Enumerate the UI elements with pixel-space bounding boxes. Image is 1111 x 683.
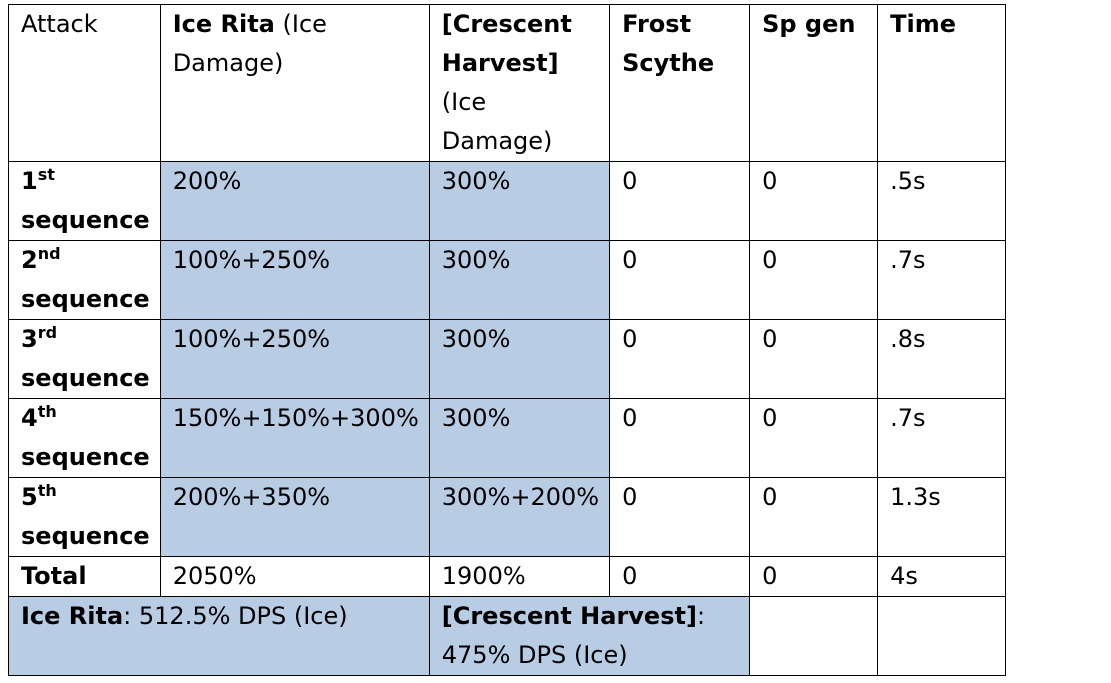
ordinal-suffix: rd [37,323,58,342]
total-label-text: Total [21,562,87,590]
crescent-dps-name: [Crescent Harvest] [441,602,697,630]
table-row: 5th sequence 200%+350% 300%+200% 0 0 1.3s [8,477,1007,557]
sp-gen-cell: 0 [749,398,879,478]
header-sp-gen: Sp gen [749,4,879,162]
sp-gen-cell: 0 [749,477,879,557]
total-ice-rita: 2050% [159,556,430,597]
row-attack-label: 3rd sequence [8,319,161,399]
crescent-cell: 300%+200% [428,477,611,557]
frost-scythe-cell: 0 [609,319,751,399]
frost-scythe-cell: 0 [609,240,751,320]
ordinal-suffix: th [37,402,57,421]
frost-scythe-cell: 0 [609,477,751,557]
dps-summary-row: Ice Rita: 512.5% DPS (Ice) [Crescent Har… [8,596,1007,676]
header-crescent-name: [Crescent Harvest] [441,10,572,77]
attack-sequence-table: Attack Ice Rita (Ice Damage) [Crescent H… [8,4,1007,676]
header-frost-scythe: Frost Scythe [609,4,751,162]
row-attack-label: 5th sequence [8,477,161,557]
time-cell: .7s [877,398,1007,478]
ordinal-suffix: nd [37,244,61,263]
sequence-word: sequence [21,364,150,392]
empty-cell [749,596,879,676]
sequence-number: 1 [21,167,38,195]
ordinal-suffix: th [37,481,57,500]
ice-rita-cell: 200%+350% [159,477,430,557]
total-frost-scythe: 0 [609,556,751,597]
header-ice-rita-name: Ice Rita [172,10,275,38]
table-row: 4th sequence 150%+150%+300% 300% 0 0 .7s [8,398,1007,478]
row-attack-label: 2nd sequence [8,240,161,320]
row-attack-label: 4th sequence [8,398,161,478]
sequence-word: sequence [21,522,150,550]
sequence-word: sequence [21,206,150,234]
row-attack-label: 1st sequence [8,161,161,241]
ice-rita-dps-value: : 512.5% DPS (Ice) [123,602,348,630]
crescent-dps-value: 475% DPS (Ice) [441,641,628,669]
header-time: Time [877,4,1007,162]
ice-rita-cell: 200% [159,161,430,241]
time-cell: .8s [877,319,1007,399]
crescent-cell: 300% [428,398,611,478]
header-ice-rita-type: (Ice Damage) [172,10,327,77]
frost-scythe-cell: 0 [609,398,751,478]
crescent-dps-colon: : [696,602,706,630]
time-cell: 1.3s [877,477,1007,557]
header-crescent-harvest: [Crescent Harvest] (Ice Damage) [428,4,611,162]
total-label: Total [8,556,161,597]
header-sp-gen-label: Sp gen [762,10,856,38]
ordinal-suffix: st [37,165,55,184]
sequence-word: sequence [21,285,150,313]
ice-rita-cell: 150%+150%+300% [159,398,430,478]
sequence-word: sequence [21,443,150,471]
ice-rita-dps-name: Ice Rita [21,602,124,630]
table-row: 2nd sequence 100%+250% 300% 0 0 .7s [8,240,1007,320]
sequence-number: 3 [21,325,38,353]
crescent-cell: 300% [428,161,611,241]
sequence-number: 4 [21,404,38,432]
header-ice-rita: Ice Rita (Ice Damage) [159,4,430,162]
total-sp-gen: 0 [749,556,879,597]
crescent-dps-summary: [Crescent Harvest]: 475% DPS (Ice) [428,596,751,676]
header-row: Attack Ice Rita (Ice Damage) [Crescent H… [8,4,1007,162]
sp-gen-cell: 0 [749,161,879,241]
time-cell: .5s [877,161,1007,241]
sequence-number: 2 [21,246,38,274]
header-frost-scythe-label: Frost Scythe [622,10,715,77]
table-row: 3rd sequence 100%+250% 300% 0 0 .8s [8,319,1007,399]
total-row: Total 2050% 1900% 0 0 4s [8,556,1007,597]
header-crescent-type: (Ice Damage) [441,88,553,155]
frost-scythe-cell: 0 [609,161,751,241]
time-cell: .7s [877,240,1007,320]
header-attack: Attack [8,4,161,162]
crescent-cell: 300% [428,319,611,399]
total-time: 4s [877,556,1007,597]
sequence-number: 5 [21,483,38,511]
ice-rita-dps-summary: Ice Rita: 512.5% DPS (Ice) [8,596,430,676]
header-time-label: Time [890,10,956,38]
empty-cell [877,596,1007,676]
crescent-cell: 300% [428,240,611,320]
sp-gen-cell: 0 [749,319,879,399]
sp-gen-cell: 0 [749,240,879,320]
header-attack-label: Attack [21,10,98,38]
ice-rita-cell: 100%+250% [159,319,430,399]
table-row: 1st sequence 200% 300% 0 0 .5s [8,161,1007,241]
total-crescent: 1900% [428,556,611,597]
ice-rita-cell: 100%+250% [159,240,430,320]
